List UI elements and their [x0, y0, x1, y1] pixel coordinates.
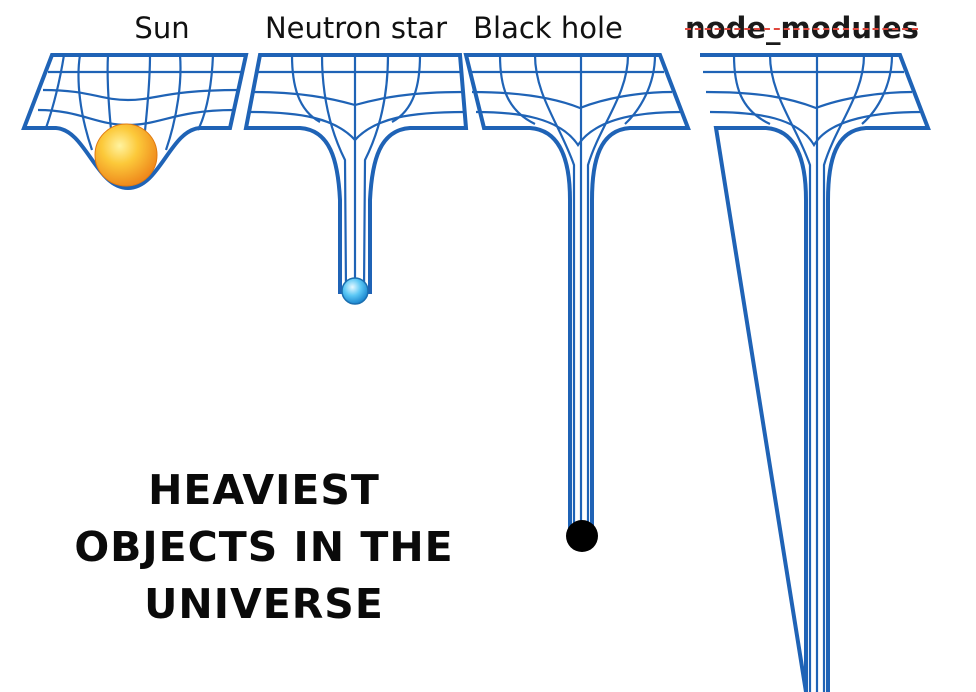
caption-line-1: HEAVIEST [148, 466, 380, 514]
caption-line-3: UNIVERSE [144, 580, 384, 628]
node-modules-label: node_modules [685, 11, 919, 45]
caption-line-2: OBJECTS IN THE [74, 523, 454, 571]
black-hole-label: Black hole [473, 11, 623, 45]
black-hole-ball [566, 520, 598, 552]
sun-label: Sun [134, 11, 190, 45]
caption-heading: HEAVIEST OBJECTS IN THE UNIVERSE [24, 462, 504, 633]
sun-ball [94, 123, 158, 187]
node-modules-well [700, 53, 931, 692]
neutron-star-well [243, 53, 469, 294]
neutron-star-ball [341, 277, 369, 305]
sun-well [21, 53, 249, 191]
neutron-star-label: Neutron star [264, 11, 448, 45]
